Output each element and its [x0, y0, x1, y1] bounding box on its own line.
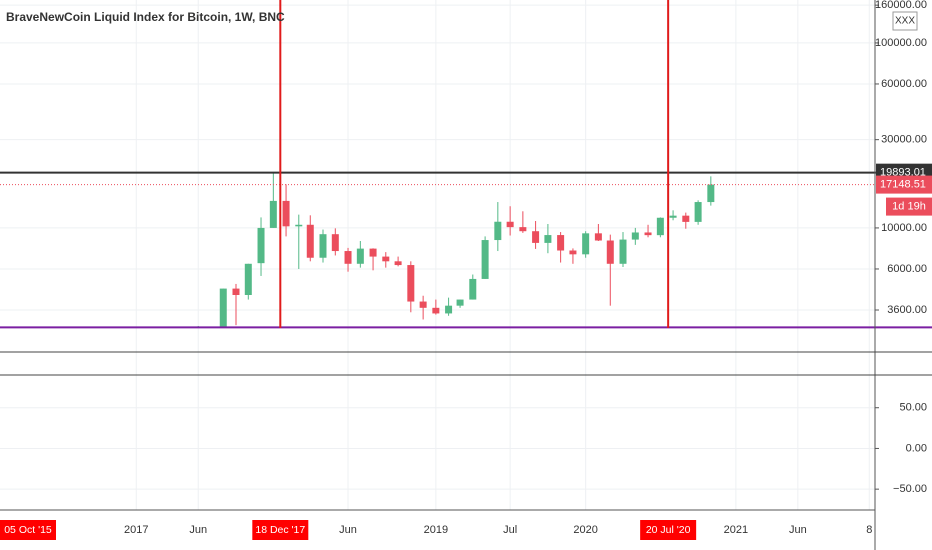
candle-body — [469, 278, 477, 300]
plot — [197, 173, 715, 340]
candle-body — [582, 233, 590, 255]
y-tick-label: 160000.00 — [875, 0, 927, 11]
price-label: 19893.01 — [880, 167, 926, 179]
x-tick-label: 2019 — [424, 524, 448, 536]
y-tick-label: 100000.00 — [875, 37, 927, 49]
candle-body — [295, 224, 303, 227]
candle-body — [707, 184, 715, 203]
x-tick-label: 2021 — [724, 524, 748, 536]
candle-body — [282, 200, 290, 227]
x-tick-label: 2020 — [573, 524, 597, 536]
button-label[interactable]: XXX — [895, 16, 915, 27]
date-label: 20 Jul '20 — [646, 524, 691, 536]
candle-body — [669, 215, 677, 218]
x-tick-label: 2017 — [124, 524, 148, 536]
candle-body — [494, 221, 502, 241]
y-tick-label: 30000.00 — [881, 134, 927, 146]
candle-body — [682, 215, 690, 222]
y-tick-label: −50.00 — [893, 483, 927, 495]
x-tick-label: Jun — [789, 524, 807, 536]
y-tick-label: 60000.00 — [881, 78, 927, 90]
countdown: 1d 19h — [892, 200, 926, 212]
candle-body — [606, 240, 614, 264]
candle-body — [207, 328, 214, 340]
candle-body — [456, 299, 464, 306]
date-label: 05 Oct '15 — [4, 524, 52, 536]
candle-body — [344, 251, 352, 264]
candle-body — [594, 233, 602, 241]
y-tick-label: 3600.00 — [887, 304, 927, 316]
candle-body — [694, 202, 702, 222]
candle-body — [369, 248, 377, 257]
candle-body — [631, 232, 639, 240]
candle-body — [331, 234, 339, 252]
countdown-box — [886, 197, 932, 216]
y-tick-label: 0.00 — [906, 442, 927, 454]
candle-body — [419, 301, 427, 308]
button[interactable] — [892, 11, 918, 31]
candle-body — [569, 250, 577, 255]
x-tick-label: Jul — [503, 524, 517, 536]
y-tick-label: 6000.00 — [887, 263, 927, 275]
date-label-box — [0, 520, 56, 540]
x-tick-label: Jun — [339, 524, 357, 536]
candle-body — [519, 227, 527, 232]
candle-body — [445, 305, 453, 314]
y-tick-label: 10000.00 — [881, 222, 927, 234]
candle-body — [644, 232, 652, 236]
candle-body — [319, 234, 327, 258]
date-label: 18 Dec '17 — [255, 524, 305, 536]
last-price-box — [876, 175, 932, 194]
date-label-box — [252, 520, 309, 540]
x-tick-label: 8 — [866, 524, 872, 536]
candle-body — [382, 256, 390, 262]
candle-body — [257, 227, 265, 264]
candle-body — [407, 265, 415, 302]
chart-title: BraveNewCoin Liquid Index for Bitcoin, 1… — [6, 10, 285, 24]
candle-body — [306, 224, 314, 258]
candle-body — [232, 288, 240, 295]
grid — [0, 0, 879, 510]
date-label-box — [640, 520, 697, 540]
x-tick-label: Jun — [189, 524, 207, 536]
candle-body — [656, 217, 664, 236]
candle-body — [619, 239, 627, 264]
candle-body — [356, 248, 364, 264]
y-tick-label: 50.00 — [899, 402, 927, 414]
candle-body — [557, 235, 565, 251]
candle-body — [394, 261, 402, 266]
candle-body — [269, 200, 277, 228]
candle-body — [532, 231, 540, 243]
candle-body — [432, 307, 440, 314]
candle-body — [244, 263, 252, 295]
candle-body — [219, 288, 227, 328]
candle-body — [506, 221, 514, 228]
candle-body — [544, 235, 552, 243]
candle-body — [481, 240, 489, 279]
last-price-label: 17148.51 — [880, 178, 926, 190]
